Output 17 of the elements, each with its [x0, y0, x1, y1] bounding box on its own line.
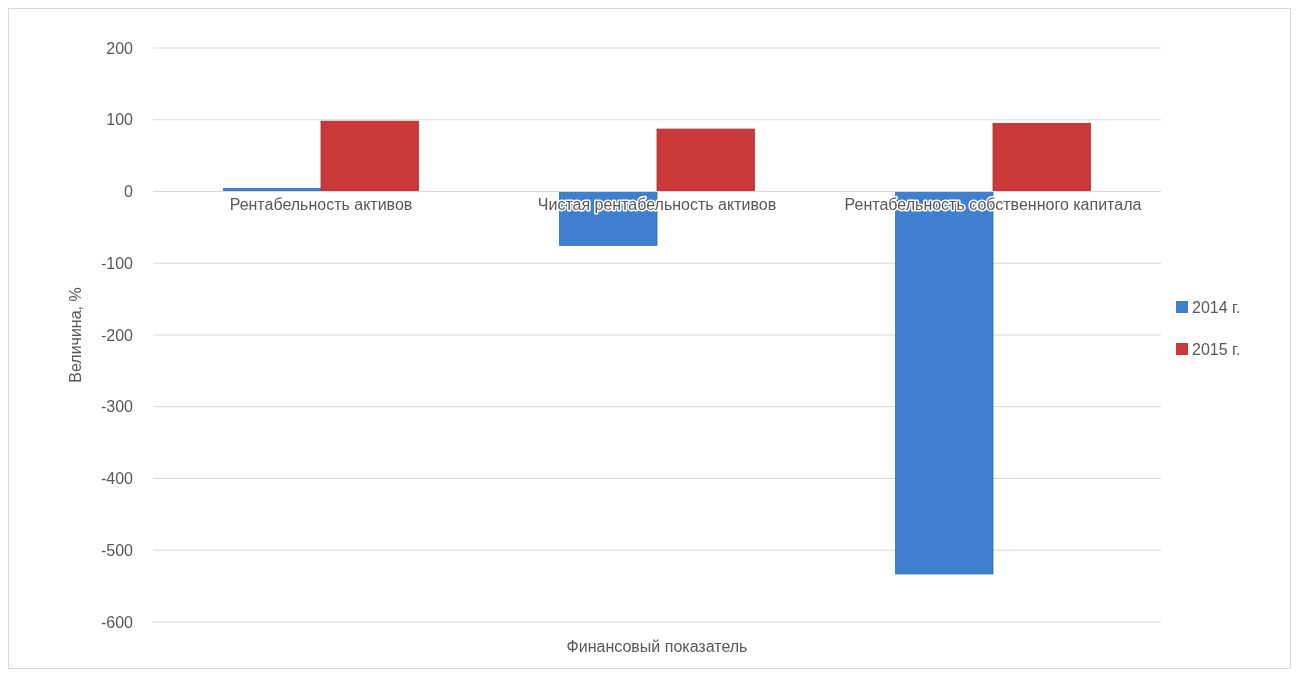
y-tick-label: 200	[106, 39, 134, 57]
y-tick-label: -400	[100, 470, 134, 488]
y-tick-label: -200	[100, 326, 134, 344]
bar	[656, 128, 755, 192]
y-axis-title: Величина, %	[67, 287, 84, 383]
y-tick-label: 0	[124, 183, 134, 201]
x-axis-title: Финансовый показатель	[566, 638, 748, 655]
y-tick-label: -600	[100, 613, 134, 631]
bar	[320, 120, 419, 192]
legend-label: 2014 г.	[1192, 298, 1241, 316]
bar	[992, 122, 1091, 192]
y-tick-label: -100	[100, 254, 134, 272]
legend-label: 2015 г.	[1192, 340, 1241, 358]
y-tick-label: 100	[106, 111, 134, 129]
y-tick-label: -500	[100, 541, 134, 559]
y-tick-label: -300	[100, 398, 134, 416]
x-tick-label: Рентабельность активов	[229, 195, 413, 213]
